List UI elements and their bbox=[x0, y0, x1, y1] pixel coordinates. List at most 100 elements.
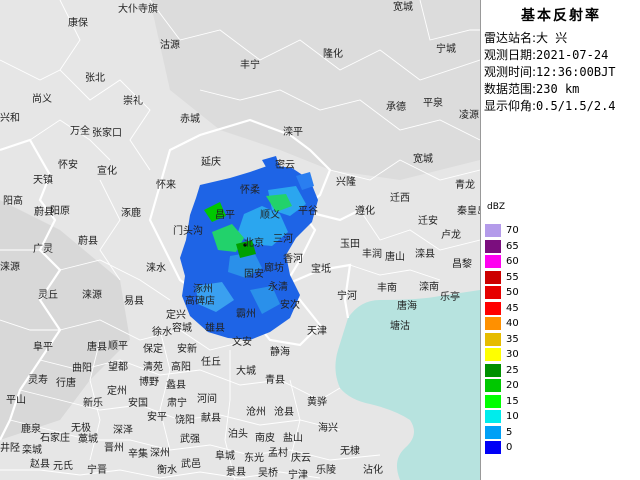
city-label: 顺义 bbox=[260, 210, 280, 221]
legend-label: 20 bbox=[506, 380, 519, 391]
city-label: 蔚县 bbox=[34, 207, 54, 218]
city-label: 兴和 bbox=[0, 113, 20, 124]
city-label: 乐陵 bbox=[316, 465, 336, 476]
city-label: 泊头 bbox=[228, 429, 248, 440]
legend-label: 50 bbox=[506, 287, 519, 298]
legend-swatch bbox=[485, 301, 501, 315]
legend-swatch bbox=[485, 425, 501, 439]
city-label: 香河 bbox=[283, 254, 303, 265]
city-label: 永清 bbox=[268, 282, 288, 293]
city-label: 灵寿 bbox=[28, 375, 48, 386]
info-panel: 基本反射率 雷达站名:大 兴 观测日期:2021-07-24 观测时间:12:3… bbox=[480, 0, 640, 480]
city-label: 承德 bbox=[386, 102, 406, 113]
city-label: 定兴 bbox=[166, 310, 186, 321]
city-label: 新乐 bbox=[83, 398, 103, 409]
city-label: 宁河 bbox=[337, 291, 357, 302]
city-label: 沾化 bbox=[363, 465, 383, 476]
city-label: 安国 bbox=[128, 398, 148, 409]
city-label: 望都 bbox=[108, 362, 128, 373]
city-label: 天津 bbox=[307, 326, 327, 337]
legend-label: 70 bbox=[506, 225, 519, 236]
city-label: 昌黎 bbox=[452, 259, 472, 270]
legend-label: 25 bbox=[506, 364, 519, 376]
legend-unit: dBZ bbox=[487, 202, 506, 212]
city-label: 兴隆 bbox=[336, 177, 356, 188]
bohai-sea bbox=[335, 290, 480, 480]
city-label: 廊坊 bbox=[264, 263, 284, 274]
legend-swatch bbox=[485, 394, 501, 408]
city-label: 康保 bbox=[68, 18, 88, 29]
date-label: 观测日期: bbox=[484, 48, 537, 62]
city-label: 涿鹿 bbox=[121, 208, 141, 219]
city-label: 卢龙 bbox=[441, 230, 461, 241]
city-label: 沽源 bbox=[160, 40, 180, 51]
city-label: 晋州 bbox=[104, 443, 124, 454]
city-label: 滦县 bbox=[415, 249, 435, 260]
city-label: 武强 bbox=[180, 434, 200, 445]
city-label: 井陉 bbox=[0, 443, 20, 454]
city-label: 涞源 bbox=[0, 262, 20, 273]
city-label: 清苑 bbox=[143, 362, 163, 373]
legend-swatch bbox=[485, 379, 501, 392]
legend-swatch bbox=[485, 441, 501, 454]
city-label: 易县 bbox=[124, 296, 144, 307]
city-label: 献县 bbox=[201, 413, 221, 424]
city-label: 青龙 bbox=[455, 180, 475, 191]
radar-site-marker bbox=[243, 243, 247, 247]
city-label: 遵化 bbox=[355, 206, 375, 217]
city-label: 涞源 bbox=[82, 290, 102, 301]
city-label: 天镇 bbox=[33, 175, 53, 186]
legend-swatch bbox=[485, 410, 501, 423]
city-label: 吴桥 bbox=[258, 468, 278, 479]
city-label: 门头沟 bbox=[173, 226, 203, 237]
city-label: 丰南 bbox=[377, 283, 397, 294]
city-label: 塘沽 bbox=[390, 321, 410, 332]
mountain-shade-north bbox=[150, 0, 480, 180]
city-label: 无极 bbox=[71, 423, 91, 434]
city-label: 沧州 bbox=[246, 407, 266, 418]
info-row-date: 观测日期:2021-07-24 bbox=[484, 46, 608, 63]
city-label: 庆云 bbox=[291, 453, 311, 464]
city-label: 栾城 bbox=[22, 445, 42, 456]
city-label: 张家口 bbox=[92, 128, 122, 139]
legend-swatch bbox=[485, 239, 501, 253]
city-label: 凌源 bbox=[459, 110, 479, 121]
legend-label: 45 bbox=[506, 302, 519, 314]
station-value: 大 兴 bbox=[536, 31, 568, 45]
city-label: 乐亭 bbox=[440, 292, 460, 303]
city-label: 涞水 bbox=[146, 263, 166, 274]
city-label: 武邑 bbox=[181, 459, 201, 470]
city-label: 静海 bbox=[270, 347, 290, 358]
city-label: 密云 bbox=[275, 160, 295, 171]
legend-label: 35 bbox=[506, 333, 519, 345]
city-label: 怀来 bbox=[156, 180, 176, 191]
city-label: 任丘 bbox=[201, 357, 221, 368]
legend-label: 30 bbox=[506, 349, 519, 360]
city-label: 崇礼 bbox=[123, 96, 143, 107]
city-label: 怀柔 bbox=[240, 185, 260, 196]
city-label: 阜城 bbox=[215, 451, 235, 462]
city-label: 宝坻 bbox=[311, 264, 331, 275]
city-label: 饶阳 bbox=[175, 415, 195, 426]
legend-swatch bbox=[485, 286, 501, 299]
elevation-value: 0.5/1.5/2.4 bbox=[536, 99, 616, 113]
city-label: 灵丘 bbox=[38, 290, 58, 301]
city-label: 阜平 bbox=[33, 342, 53, 353]
city-label: 滦平 bbox=[283, 127, 303, 138]
time-value: 12:36:00BJT bbox=[536, 65, 616, 79]
city-label: 平泉 bbox=[423, 98, 443, 109]
city-label: 深泽 bbox=[113, 425, 133, 436]
city-label: 安新 bbox=[177, 344, 197, 355]
range-label: 数据范围: bbox=[484, 82, 537, 96]
city-label: 宁津 bbox=[288, 470, 308, 480]
city-label: 平谷 bbox=[298, 206, 318, 217]
city-label: 迁西 bbox=[390, 193, 410, 204]
product-title: 基本反射率 bbox=[521, 8, 601, 24]
city-label: 安次 bbox=[280, 300, 300, 311]
info-row-time: 观测时间:12:36:00BJT bbox=[484, 63, 616, 80]
city-label: 丰宁 bbox=[240, 60, 260, 71]
city-label: 深州 bbox=[150, 448, 170, 459]
city-label: 景县 bbox=[226, 467, 246, 478]
city-label: 保定 bbox=[143, 344, 163, 355]
elevation-label: 显示仰角: bbox=[484, 99, 537, 113]
